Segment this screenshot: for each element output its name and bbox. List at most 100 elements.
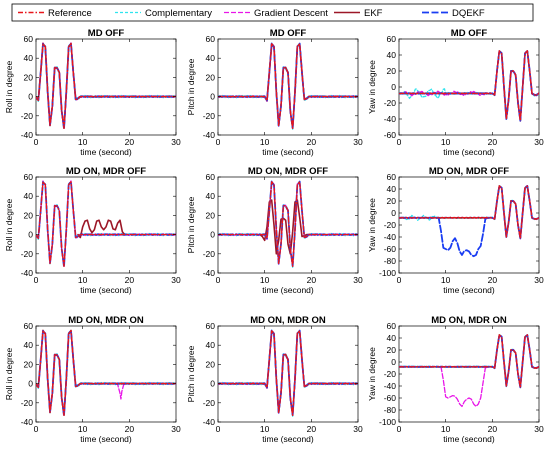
y-tick-label: 20 [387, 345, 397, 355]
series-reference [218, 330, 358, 416]
x-tick-label: 0 [216, 275, 221, 285]
x-axis-label: time (second) [80, 285, 132, 295]
y-tick-label: 0 [210, 230, 215, 240]
y-tick-label: -20 [384, 220, 397, 230]
y-tick-label: -40 [384, 381, 397, 391]
y-axis-label: Yaw in degree [367, 60, 377, 114]
plot-lines [399, 334, 539, 408]
x-tick-label: 20 [488, 424, 498, 434]
y-tick-label: 40 [24, 340, 34, 350]
x-tick-label: 30 [353, 424, 363, 434]
legend-label: Reference [48, 8, 92, 19]
x-axis-label: time (second) [262, 285, 314, 295]
plot-lines [36, 180, 176, 268]
y-tick-label: -40 [21, 130, 34, 140]
y-tick-label: -40 [203, 268, 216, 278]
x-tick-label: 20 [125, 275, 135, 285]
y-tick-label: -40 [203, 417, 216, 427]
subplot-grid: 0 10 20 30 -40 -20 0 20 40 60 MD OFF time (second) R… [4, 28, 544, 444]
series-reference [399, 50, 539, 122]
plot-lines [399, 50, 539, 122]
axes-frame [398, 38, 540, 136]
x-tick-label: 10 [441, 275, 451, 285]
legend-label: DQEKF [452, 8, 485, 19]
y-tick-label: -40 [21, 268, 34, 278]
y-tick-label: 40 [206, 191, 216, 201]
x-tick-label: 30 [534, 137, 544, 147]
subplot-title: MD ON, MDR ON [431, 315, 507, 326]
axes-frame [217, 38, 359, 136]
y-tick-label: 0 [210, 379, 215, 389]
x-tick-label: 30 [171, 275, 181, 285]
subplot-title: MD ON, MDR OFF [248, 166, 328, 177]
y-tick-label: -60 [384, 130, 397, 140]
x-axis-label: time (second) [80, 147, 132, 157]
plot-lines [218, 329, 358, 417]
x-tick-label: 0 [34, 137, 39, 147]
series-reference [218, 43, 358, 129]
x-tick-label: 10 [260, 424, 270, 434]
y-tick-label: 40 [387, 184, 397, 194]
x-tick-label: 10 [260, 137, 270, 147]
y-tick-label: -60 [384, 393, 397, 403]
subplot-6: 0 10 20 30 -100 -80 -60 -40 -20 0 20 40 60 MD ON, MDR… [367, 166, 544, 295]
subplot-3: 0 10 20 30 -60 -40 -20 0 20 40 60 MD OFF time (secon… [367, 28, 544, 157]
x-tick-label: 0 [216, 424, 221, 434]
y-tick-label: 40 [24, 53, 34, 63]
y-axis-label: Pitch in degree [186, 58, 196, 115]
y-tick-label: 20 [206, 359, 216, 369]
x-tick-label: 10 [260, 275, 270, 285]
x-tick-label: 0 [397, 275, 402, 285]
y-tick-label: -20 [21, 398, 34, 408]
plot-lines [218, 180, 358, 268]
legend-frame [11, 3, 534, 22]
y-axis-label: Roll in degree [4, 199, 14, 252]
subplot-title: MD OFF [451, 28, 488, 39]
y-tick-label: 40 [24, 191, 34, 201]
y-tick-label: 60 [206, 321, 216, 331]
x-tick-label: 20 [125, 137, 135, 147]
y-tick-label: 0 [28, 379, 33, 389]
y-tick-label: -40 [21, 417, 34, 427]
x-tick-label: 20 [488, 275, 498, 285]
x-tick-label: 30 [353, 275, 363, 285]
axes-frame [217, 176, 359, 274]
y-tick-label: 60 [387, 34, 397, 44]
y-tick-label: 20 [387, 66, 397, 76]
y-tick-label: 40 [206, 340, 216, 350]
axes-frame [35, 38, 177, 136]
legend-label: Gradient Descent [254, 8, 328, 19]
x-tick-label: 20 [488, 137, 498, 147]
y-tick-label: -20 [203, 398, 216, 408]
y-tick-label: -20 [384, 369, 397, 379]
x-tick-label: 30 [353, 137, 363, 147]
y-tick-label: 60 [24, 34, 34, 44]
x-tick-label: 0 [216, 137, 221, 147]
x-axis-label: time (second) [443, 147, 495, 157]
y-tick-label: -20 [384, 98, 397, 108]
series-reference [36, 181, 176, 267]
y-axis-label: Roll in degree [4, 348, 14, 401]
x-axis-label: time (second) [262, 434, 314, 444]
subplot-title: MD OFF [88, 28, 125, 39]
plot-lines [399, 185, 539, 258]
x-axis-label: time (second) [443, 434, 495, 444]
series-ekf [77, 219, 126, 239]
y-tick-label: 20 [387, 196, 397, 206]
x-tick-label: 20 [307, 275, 317, 285]
series-reference [399, 334, 539, 388]
subplot-8: 0 10 20 30 -40 -20 0 20 40 60 MD ON, MDR ON time (s… [186, 315, 363, 444]
plot-lines [36, 42, 176, 130]
y-axis-label: Pitch in degree [186, 345, 196, 402]
y-tick-label: 0 [28, 230, 33, 240]
y-tick-label: -20 [203, 249, 216, 259]
y-tick-label: 20 [24, 72, 34, 82]
x-tick-label: 30 [534, 424, 544, 434]
x-tick-label: 10 [78, 275, 88, 285]
y-tick-label: 60 [24, 321, 34, 331]
x-tick-label: 0 [397, 137, 402, 147]
y-tick-label: 40 [387, 50, 397, 60]
y-axis-label: Roll in degree [4, 61, 14, 114]
y-tick-label: 40 [387, 333, 397, 343]
